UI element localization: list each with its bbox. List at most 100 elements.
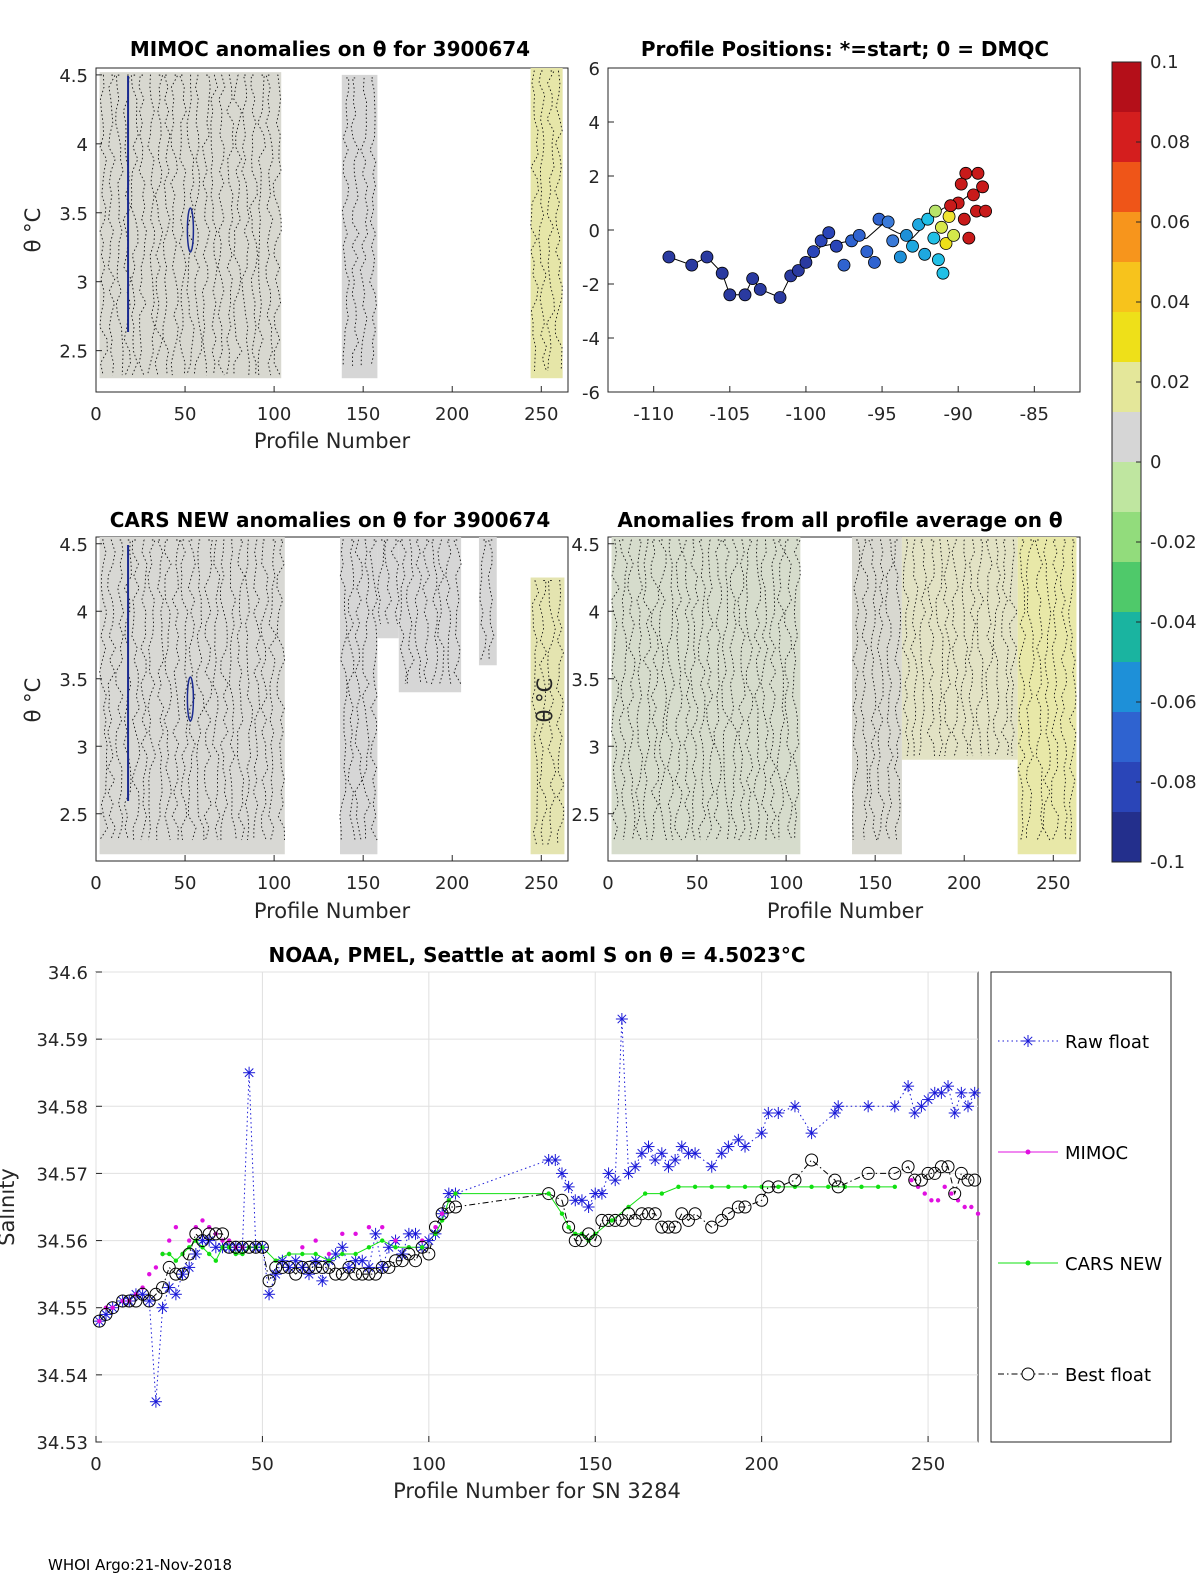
x-tick-label: -110	[633, 404, 674, 425]
y-tick-label: 34.58	[36, 1097, 88, 1118]
anomaly-contour	[768, 539, 777, 841]
data-point-best-float	[415, 1240, 429, 1254]
anomaly-fill-region	[1017, 537, 1077, 855]
anomaly-contour	[910, 539, 919, 757]
data-point-best-float	[182, 1247, 196, 1261]
data-point-cars-new	[579, 1231, 585, 1237]
data-point-best-float	[755, 1193, 769, 1207]
anomaly-contour	[123, 539, 132, 841]
data-point-best-float	[235, 1240, 249, 1254]
y-tick-label: 3.5	[59, 670, 88, 691]
data-point-best-float	[222, 1240, 236, 1254]
data-point-raw-float	[828, 1107, 841, 1119]
y-tick-label: 34.6	[48, 963, 88, 984]
data-point-mimoc	[147, 1271, 152, 1277]
data-point-raw-float	[582, 1201, 595, 1213]
anomaly-contour	[744, 539, 754, 841]
data-point-best-float	[275, 1260, 289, 1274]
x-tick-label: -85	[1020, 404, 1049, 425]
y-tick-label: -6	[582, 383, 600, 404]
anomaly-contour	[162, 74, 171, 376]
profile-position-point	[947, 228, 961, 242]
profile-position-point	[753, 282, 767, 296]
anomaly-contour	[531, 580, 539, 845]
anomaly-contour	[390, 539, 400, 625]
y-tick-label: 34.57	[36, 1164, 88, 1185]
anomaly-contour	[1042, 539, 1052, 841]
data-point-best-float	[954, 1166, 968, 1180]
y-tick-label: 34.55	[36, 1299, 88, 1320]
data-point-cars-new	[220, 1245, 225, 1250]
data-point-mimoc	[340, 1231, 345, 1237]
anomaly-contour	[260, 539, 270, 841]
profile-position-point	[773, 291, 787, 304]
data-point-cars-new	[233, 1251, 238, 1257]
data-point-cars-new	[826, 1184, 831, 1190]
data-point-cars-new	[809, 1184, 814, 1190]
anomaly-contour	[186, 74, 195, 376]
data-point-raw-float	[955, 1086, 968, 1099]
data-point-cars-new	[226, 1245, 232, 1250]
y-tick-label: 4.5	[59, 535, 88, 556]
anomaly-contour	[179, 539, 189, 841]
salinity-legend: Raw float MIMOC CARS NEW Best float	[990, 971, 1172, 1443]
data-point-mimoc	[419, 1238, 425, 1243]
anomaly-contour	[228, 539, 237, 841]
anomaly-contour	[350, 77, 360, 366]
data-point-raw-float	[968, 1086, 981, 1099]
anomaly-contour	[453, 539, 462, 685]
anomaly-contour	[776, 539, 786, 841]
anomaly-contour	[107, 539, 116, 841]
data-point-cars-new	[559, 1211, 565, 1216]
x-tick-label: -90	[943, 404, 972, 425]
cars-ylabel: θ °C	[21, 678, 45, 723]
data-point-best-float	[395, 1254, 409, 1268]
footer-credit: WHOI Argo:21-Nov-2018	[48, 1556, 232, 1574]
data-point-cars-new	[659, 1191, 665, 1196]
cars-panel: CARS NEW anomalies on θ for 3900674 Prof…	[21, 508, 569, 923]
data-point-mimoc	[433, 1224, 438, 1230]
data-point-mimoc	[962, 1204, 967, 1210]
data-point-best-float	[648, 1207, 662, 1221]
data-point-mimoc	[120, 1298, 125, 1304]
legend-swatch-marker	[1021, 1367, 1035, 1381]
data-point-best-float	[142, 1294, 156, 1308]
anomaly-contour	[341, 77, 350, 366]
anomaly-contour	[369, 539, 378, 841]
data-point-raw-float	[595, 1187, 608, 1200]
data-point-best-float	[249, 1240, 263, 1254]
colorbar-tick-label: -0.04	[1150, 612, 1197, 633]
data-point-raw-float	[396, 1248, 409, 1260]
data-point-raw-float	[183, 1261, 196, 1274]
data-point-mimoc	[922, 1191, 927, 1196]
profile-position-point	[791, 264, 805, 277]
data-point-best-float	[389, 1254, 403, 1268]
profile-position-point	[822, 226, 836, 240]
profile-position-point	[935, 220, 948, 234]
data-point-raw-float	[542, 1154, 555, 1166]
anomaly-contour	[252, 539, 261, 841]
data-point-best-float	[302, 1260, 316, 1274]
data-point-cars-new	[742, 1184, 748, 1190]
x-tick-label: 200	[744, 1454, 778, 1475]
x-tick-label: 150	[346, 873, 380, 894]
anomaly-contour	[926, 539, 936, 757]
data-point-mimoc	[167, 1238, 172, 1243]
anomaly-contour	[99, 74, 108, 376]
data-point-best-float	[608, 1213, 622, 1227]
data-point-raw-float	[689, 1147, 702, 1160]
data-point-best-float	[169, 1267, 183, 1281]
data-point-cars-new	[246, 1245, 252, 1250]
anomaly-contour	[245, 539, 253, 841]
legend-swatch-marker	[1025, 1260, 1031, 1266]
data-point-mimoc	[97, 1318, 102, 1324]
data-point-raw-float	[832, 1100, 845, 1113]
anomaly-contour	[967, 539, 976, 757]
positions-axes-box	[607, 67, 1081, 393]
data-point-raw-float	[143, 1295, 156, 1307]
anomaly-fill-region	[530, 68, 563, 379]
anomaly-fill-region	[398, 537, 462, 693]
data-point-raw-float	[189, 1248, 202, 1260]
data-point-best-float	[655, 1220, 669, 1234]
legend-box	[990, 971, 1172, 1443]
